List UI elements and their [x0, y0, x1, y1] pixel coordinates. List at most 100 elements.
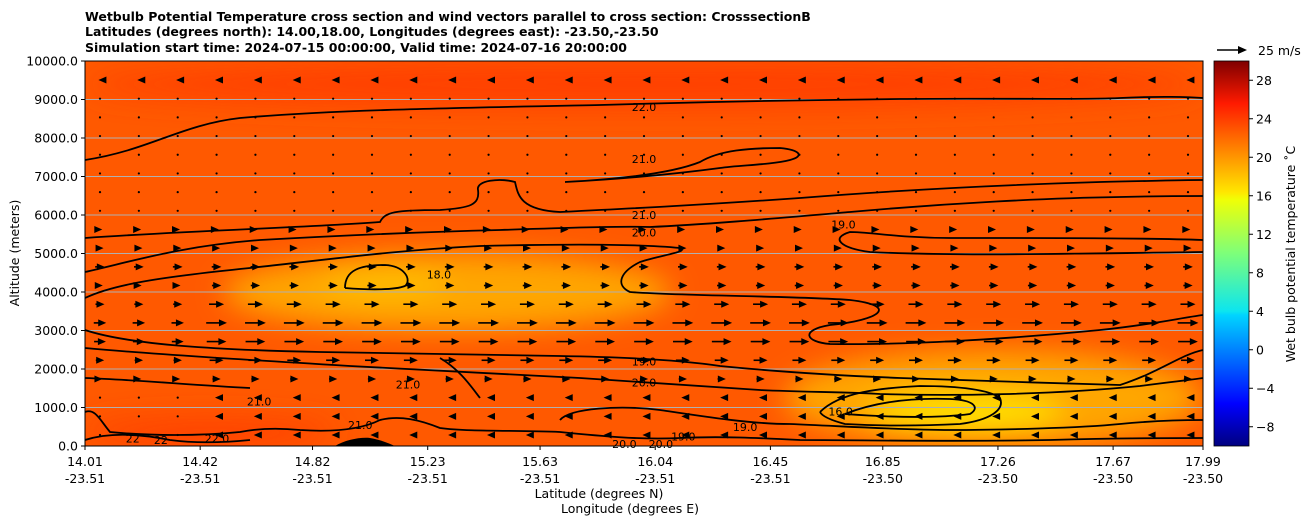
wind-vector [798, 116, 801, 119]
wind-vector [1070, 134, 1073, 138]
wind-vector [681, 116, 684, 119]
wind-vector [332, 134, 335, 138]
wind-vector [564, 412, 573, 420]
wind-vector [836, 76, 845, 84]
wind-vector [717, 244, 726, 252]
x-tick-label-lon: -23.51 [408, 471, 448, 486]
wind-vector [1109, 153, 1112, 156]
wind-vector [328, 282, 338, 290]
wind-vector [756, 375, 765, 383]
wind-vector [1147, 394, 1156, 402]
wind-vector [215, 191, 218, 194]
wind-vector [639, 244, 648, 252]
wind-vector [370, 431, 379, 439]
wind-vector [914, 431, 923, 439]
wind-vector [406, 263, 416, 271]
wind-vector [714, 300, 730, 308]
wind-vector [597, 300, 613, 308]
wind-vector [1147, 76, 1156, 84]
wind-vector [487, 191, 490, 194]
wind-vector [332, 191, 335, 194]
wind-vector [681, 76, 690, 84]
wind-vector [400, 319, 422, 327]
wind-vector [601, 375, 610, 383]
wind-vector [1186, 116, 1190, 119]
wind-vector [253, 76, 262, 84]
wind-vector [603, 394, 612, 402]
wind-vector [872, 282, 882, 290]
colorbar-ticks: 28 24 20 16 12 8 4 0 −4 −8 [1249, 73, 1274, 434]
wind-vector [284, 338, 305, 346]
wind-vector [949, 225, 958, 233]
quiver-key: 25 m/s [1217, 43, 1301, 58]
wind-vector [95, 300, 105, 308]
wind-vector [1109, 172, 1112, 175]
contour-19-lower-east [838, 231, 1203, 256]
wind-vector [914, 394, 923, 402]
wind-vector [565, 153, 568, 156]
wind-vector [292, 394, 301, 402]
wind-vector [1064, 356, 1079, 364]
wind-vector [1031, 97, 1034, 100]
wind-vector [753, 300, 769, 308]
wind-vector [944, 319, 966, 327]
wind-vector [448, 134, 451, 138]
wind-vector [604, 97, 607, 100]
wind-vector [1186, 412, 1195, 420]
wind-vector [448, 191, 451, 194]
wind-vector [133, 225, 142, 233]
wind-vector [439, 338, 460, 346]
wind-vector [525, 412, 534, 420]
wind-vector [289, 263, 300, 271]
wind-vector [292, 412, 301, 420]
wind-vector [283, 319, 305, 327]
wind-vector [716, 225, 725, 233]
wind-vector [642, 394, 651, 402]
wind-vector [212, 375, 221, 383]
wind-vector [1108, 412, 1117, 420]
wind-vector [604, 116, 607, 119]
temperature-region-1 [85, 419, 336, 446]
wind-vector [254, 191, 257, 194]
wind-vector [1148, 153, 1151, 156]
wind-vector [599, 225, 608, 233]
wind-vector [953, 412, 962, 420]
wind-vector [992, 153, 995, 156]
wind-vector [797, 431, 806, 439]
wind-vector [1069, 394, 1078, 402]
wind-vector [1061, 338, 1082, 346]
wind-vector [409, 394, 418, 402]
wind-vector [94, 225, 103, 233]
wind-vector [717, 375, 726, 383]
y-tick-label: 1000.0 [34, 400, 78, 415]
wind-vector [759, 97, 762, 100]
wind-vector [720, 134, 723, 138]
wind-vector [603, 412, 612, 420]
wind-vector [250, 282, 261, 290]
wind-vector [992, 431, 1001, 439]
wind-vector [872, 263, 882, 271]
wind-vector [992, 134, 995, 138]
wind-vector [98, 433, 102, 437]
wind-vector [487, 134, 490, 138]
wind-vector [409, 412, 418, 420]
wind-vector [251, 244, 260, 252]
wind-vector [876, 134, 879, 138]
wind-vector [871, 225, 880, 233]
wind-vector [1031, 134, 1034, 138]
wind-vector [914, 97, 918, 100]
wind-vector [1031, 209, 1034, 212]
x-tick-label-lat: 17.99 [1185, 454, 1221, 469]
wind-vector [526, 134, 529, 138]
wind-vector [758, 76, 767, 84]
wind-vector [331, 412, 340, 420]
contour-22-ground [85, 433, 251, 444]
wind-vector [1181, 356, 1195, 364]
y-axis-label: Altitude (meters) [7, 200, 22, 307]
wind-vector [677, 225, 686, 233]
wind-vector [215, 172, 218, 175]
wind-vector [947, 300, 963, 308]
wind-vector [1100, 338, 1121, 346]
wind-vector [444, 263, 455, 271]
